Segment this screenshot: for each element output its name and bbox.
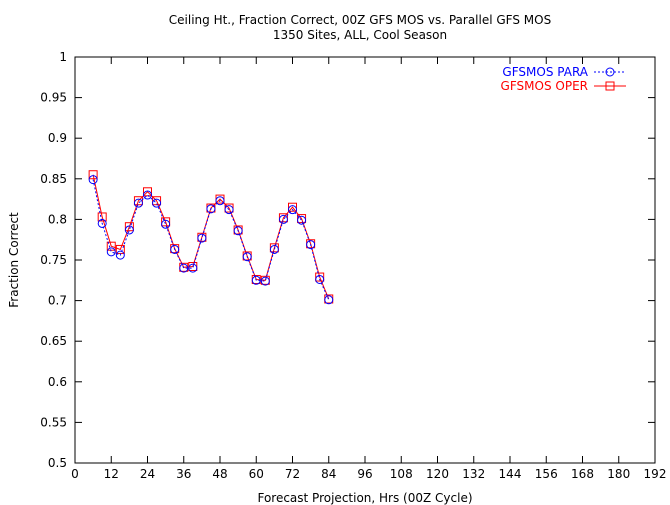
- data-point-para: [124, 225, 134, 235]
- x-tick-label: 192: [644, 467, 667, 481]
- data-point-para: [161, 219, 171, 229]
- data-point-para: [324, 295, 334, 305]
- data-point-para: [197, 233, 207, 243]
- x-tick-label: 12: [104, 467, 119, 481]
- data-point-oper: [152, 196, 162, 206]
- y-tick-label: 0.85: [40, 172, 67, 186]
- data-point-para: [278, 214, 288, 224]
- data-point-oper: [161, 217, 171, 227]
- data-point-para: [306, 240, 316, 250]
- data-point-para: [260, 276, 270, 286]
- data-point-para: [269, 244, 279, 254]
- y-tick-label: 1: [59, 50, 67, 64]
- y-tick-label: 0.9: [48, 131, 67, 145]
- data-point-oper: [288, 202, 297, 212]
- y-tick-label: 0.75: [40, 253, 67, 267]
- legend-label-oper: GFSMOS OPER: [501, 79, 588, 93]
- data-point-para: [106, 247, 116, 257]
- data-point-para: [88, 175, 98, 185]
- data-point-oper: [106, 241, 116, 251]
- axis-ticks: 0 12 24 36 48 60 72 84 96 108 120 132 144 156 168 180 19…: [40, 50, 666, 481]
- data-point-para: [152, 198, 162, 208]
- data-point-para: [133, 198, 143, 208]
- y-tick-label: 0.95: [40, 91, 67, 105]
- data-point-oper: [97, 212, 107, 222]
- data-point-oper: [124, 222, 134, 232]
- data-point-para: [242, 252, 252, 262]
- x-tick-label: 72: [285, 467, 300, 481]
- data-point-oper: [315, 272, 325, 282]
- plot-frame: [74, 56, 656, 464]
- data-point-para: [215, 196, 225, 206]
- x-tick-label: 48: [212, 467, 227, 481]
- y-axis-title: Fraction Correct: [7, 212, 21, 308]
- series-line-para: [92, 179, 330, 300]
- x-axis-title: Forecast Projection, Hrs (00Z Cycle): [257, 491, 472, 505]
- x-tick-label: 156: [535, 467, 558, 481]
- y-tick-label: 0.6: [48, 375, 67, 389]
- data-point-para: [251, 275, 261, 285]
- data-point-para: [143, 190, 152, 200]
- y-tick-label: 0.65: [40, 334, 67, 348]
- x-tick-label: 120: [426, 467, 449, 481]
- legend-marker-para: [605, 67, 615, 77]
- data-point-para: [179, 263, 189, 273]
- series-line-oper: [92, 174, 330, 300]
- x-tick-label: 132: [462, 467, 485, 481]
- y-tick-label: 0.7: [48, 294, 67, 308]
- x-tick-label: 60: [249, 467, 264, 481]
- data-point-para: [115, 250, 125, 260]
- x-tick-label: 0: [71, 467, 79, 481]
- data-point-para: [170, 244, 180, 254]
- y-tick-label: 0.5: [48, 456, 67, 470]
- x-tick-label: 24: [140, 467, 155, 481]
- x-tick-label: 108: [390, 467, 413, 481]
- series-layer: [88, 170, 334, 305]
- data-point-para: [188, 263, 198, 273]
- data-point-para: [97, 218, 107, 228]
- x-tick-label: 168: [571, 467, 594, 481]
- data-point-oper: [143, 187, 152, 197]
- data-point-oper: [115, 244, 125, 254]
- y-tick-label: 0.55: [40, 415, 67, 429]
- x-tick-label: 96: [357, 467, 372, 481]
- chart-title: Ceiling Ht., Fraction Correct, 00Z GFS M…: [169, 13, 551, 27]
- data-point-para: [297, 215, 307, 225]
- x-tick-label: 144: [499, 467, 522, 481]
- data-point-para: [315, 274, 325, 284]
- legend-label-para: GFSMOS PARA: [502, 65, 588, 79]
- chart-subtitle: 1350 Sites, ALL, Cool Season: [273, 28, 447, 42]
- x-tick-label: 84: [321, 467, 336, 481]
- data-point-para: [224, 205, 234, 215]
- x-tick-label: 36: [176, 467, 191, 481]
- legend-marker-oper: [605, 81, 615, 91]
- data-point-para: [288, 205, 297, 215]
- y-tick-label: 0.8: [48, 212, 67, 226]
- data-point-oper: [88, 170, 98, 180]
- data-point-para: [233, 226, 243, 236]
- data-point-para: [206, 204, 216, 214]
- x-tick-label: 180: [607, 467, 630, 481]
